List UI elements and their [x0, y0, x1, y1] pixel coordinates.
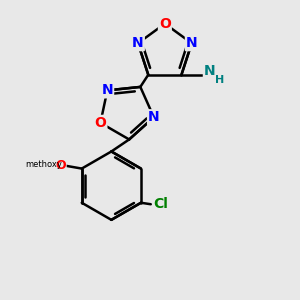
Text: Cl: Cl — [153, 197, 168, 211]
Text: N: N — [148, 110, 160, 124]
Text: N: N — [101, 83, 113, 98]
Text: N: N — [204, 64, 215, 78]
Text: methoxy: methoxy — [26, 160, 62, 169]
Text: O: O — [55, 159, 66, 172]
Text: H: H — [215, 75, 225, 85]
Text: N: N — [186, 36, 197, 50]
Text: O: O — [94, 116, 106, 130]
Text: N: N — [132, 36, 144, 50]
Text: O: O — [159, 17, 171, 31]
